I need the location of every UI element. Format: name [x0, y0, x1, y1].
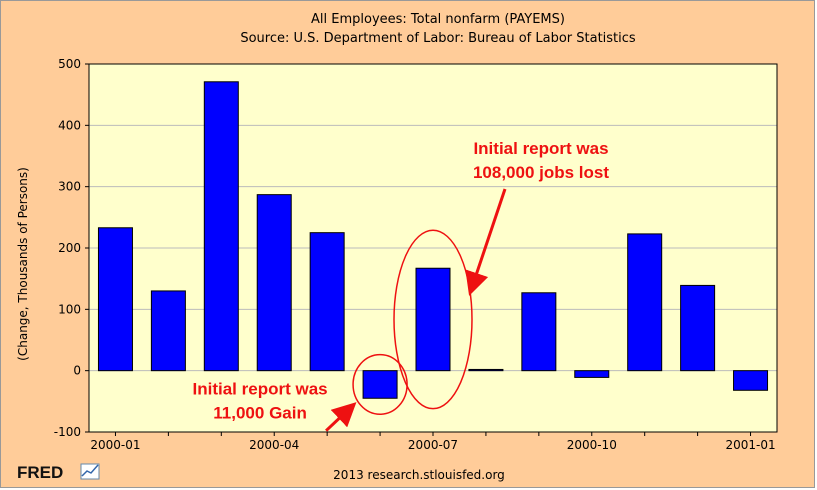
y-tick-label: 300	[58, 180, 81, 194]
annotation-layer: Initial report was 108,000 jobs lost Initi…	[193, 139, 609, 432]
x-axis-ticks: 2000-01 2000-04 2000-07 2000-10 2001-01	[90, 432, 776, 452]
annotation-text: 108,000 jobs lost	[473, 163, 609, 182]
y-tick-label: 400	[58, 118, 81, 132]
bar	[468, 368, 504, 372]
footer-credit: 2013 research.stlouisfed.org	[333, 468, 505, 482]
x-tick-label: 2001-01	[725, 438, 775, 452]
y-tick-label: 0	[73, 364, 81, 378]
bar	[309, 232, 345, 372]
annotation-text: Initial report was	[193, 380, 328, 399]
y-axis-label: (Change, Thousands of Persons)	[16, 167, 30, 361]
fred-logo: FRED	[17, 463, 100, 482]
bar-layer	[97, 81, 769, 399]
bar	[150, 290, 186, 372]
fred-logo-text: FRED	[17, 463, 63, 482]
y-tick-label: 200	[58, 241, 81, 255]
bar	[362, 370, 398, 399]
bar	[256, 194, 292, 372]
chart-title: All Employees: Total nonfarm (PAYEMS)	[311, 12, 565, 27]
annotation-text: Initial report was	[473, 139, 608, 158]
annotation-ellipse	[352, 353, 408, 416]
y-tick-label: 100	[58, 302, 81, 316]
x-tick-label: 2000-10	[567, 438, 617, 452]
bar	[627, 233, 663, 372]
annotation-ellipse	[393, 229, 473, 410]
bar	[733, 370, 769, 391]
bar	[203, 81, 239, 372]
annotation-arrow	[465, 188, 507, 296]
fred-logo-line	[81, 464, 99, 477]
bar	[680, 284, 716, 372]
x-tick-label: 2000-07	[408, 438, 458, 452]
x-tick-label: 2000-01	[90, 438, 140, 452]
annotation-text: 11,000 Gain	[213, 404, 307, 423]
x-tick-label: 2000-04	[249, 438, 299, 452]
y-tick-label: 500	[58, 57, 81, 71]
bar	[574, 370, 610, 378]
y-tick-label: -100	[54, 425, 81, 439]
bar	[97, 227, 133, 372]
chart-subtitle: Source: U.S. Department of Labor: Bureau…	[240, 31, 636, 46]
bar	[415, 267, 451, 372]
annotation-arrow	[325, 402, 357, 432]
y-axis-ticks: -100 0 100 200 300 400 500	[54, 57, 89, 439]
fred-logo-chart-icon	[80, 463, 100, 480]
bar	[521, 292, 557, 372]
